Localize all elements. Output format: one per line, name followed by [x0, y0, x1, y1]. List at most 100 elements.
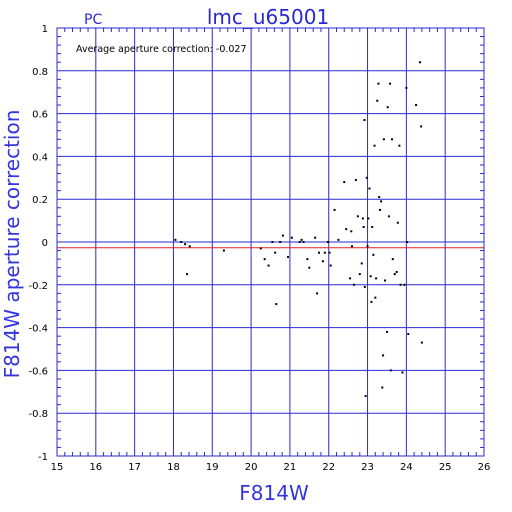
data-point	[376, 99, 379, 102]
y-tick-label: -0.6	[28, 366, 48, 377]
data-point	[375, 277, 378, 280]
x-tick-label: 21	[284, 462, 297, 473]
data-point	[391, 138, 394, 141]
data-point	[300, 238, 303, 241]
data-point	[275, 303, 278, 306]
x-tick-label: 19	[206, 462, 219, 473]
data-point	[405, 86, 408, 89]
data-point	[279, 241, 282, 243]
x-tick-label: 15	[51, 462, 64, 473]
average-correction-note: Average aperture correction: -0.027	[76, 44, 247, 55]
data-point	[337, 238, 340, 241]
data-point	[263, 258, 266, 261]
data-point	[314, 236, 317, 239]
data-point	[398, 144, 401, 147]
x-tick-labels: 15 16 17 18 19 20 21 22 23 24 25 26	[51, 462, 491, 473]
data-point	[378, 208, 381, 211]
data-point	[415, 104, 418, 107]
data-point	[378, 196, 381, 199]
data-point	[396, 221, 399, 224]
y-tick-label: 0.2	[32, 195, 48, 206]
data-point	[350, 230, 353, 233]
data-point	[360, 262, 363, 265]
data-point	[328, 251, 331, 254]
data-point	[418, 61, 421, 64]
y-tick-label: -0.4	[28, 324, 48, 335]
data-point	[326, 241, 329, 243]
data-point	[366, 245, 369, 248]
data-point	[316, 292, 319, 295]
data-point	[362, 226, 365, 229]
x-tick-label: 22	[322, 462, 335, 473]
data-point	[184, 243, 187, 246]
data-point	[384, 279, 387, 282]
data-point	[306, 258, 309, 261]
data-point	[364, 395, 367, 398]
x-tick-label: 25	[439, 462, 452, 473]
data-point	[365, 176, 368, 179]
data-point	[222, 249, 225, 252]
data-point	[372, 253, 375, 256]
x-tick-label: 16	[89, 462, 102, 473]
reference-lines	[57, 241, 484, 249]
data-point	[267, 264, 270, 267]
data-point	[349, 277, 352, 280]
data-point	[380, 200, 383, 203]
data-point	[395, 270, 398, 273]
data-point	[180, 241, 183, 243]
data-point	[371, 226, 374, 229]
y-axis-label: F814W aperture correction	[0, 110, 24, 379]
data-point	[370, 300, 373, 303]
data-point	[373, 144, 376, 147]
plot-frame	[56, 27, 485, 457]
data-point	[323, 251, 326, 254]
data-point	[274, 251, 277, 254]
data-point	[358, 273, 361, 276]
data-point	[403, 283, 406, 286]
data-point	[186, 273, 189, 276]
data-point	[356, 215, 359, 218]
data-point	[174, 238, 177, 241]
y-tick-label: 1	[42, 24, 48, 35]
data-point	[345, 228, 348, 231]
data-point	[381, 386, 384, 389]
data-point	[302, 241, 305, 243]
data-point	[420, 125, 423, 128]
data-point	[386, 106, 389, 109]
data-point	[352, 283, 355, 286]
data-point	[351, 245, 354, 248]
data-point	[329, 264, 332, 267]
y-tick-label: 0	[42, 238, 48, 249]
data-point	[271, 241, 274, 243]
data-points	[174, 61, 423, 398]
x-tick-label: 23	[361, 462, 374, 473]
data-point	[401, 371, 404, 374]
x-axis-label: F814W	[239, 481, 309, 505]
camera-label: PC	[84, 12, 102, 28]
data-point	[354, 178, 357, 181]
data-point	[308, 266, 311, 269]
y-tick-label: -0.8	[28, 409, 48, 420]
data-point	[259, 247, 262, 250]
data-point	[286, 255, 289, 258]
data-point	[361, 217, 364, 220]
data-point	[188, 245, 191, 248]
data-point	[367, 217, 370, 220]
data-point	[391, 258, 394, 261]
data-point	[290, 236, 293, 239]
data-point	[382, 138, 385, 141]
x-tick-label: 17	[128, 462, 141, 473]
data-point	[377, 82, 380, 85]
data-point	[333, 208, 336, 211]
x-tick-label: 20	[245, 462, 258, 473]
y-tick-label: -0.2	[28, 281, 48, 292]
x-tick-label: 26	[478, 462, 491, 473]
y-tick-labels: -1 -0.8 -0.6 -0.4 -0.2 0 0.2 0.4 0.6 0.8 1	[28, 24, 48, 463]
data-point	[363, 119, 366, 122]
data-point	[369, 275, 372, 278]
data-point	[406, 241, 409, 243]
data-point	[368, 187, 371, 190]
data-point	[393, 273, 396, 276]
chart-title: lmc_u65001	[207, 5, 329, 29]
